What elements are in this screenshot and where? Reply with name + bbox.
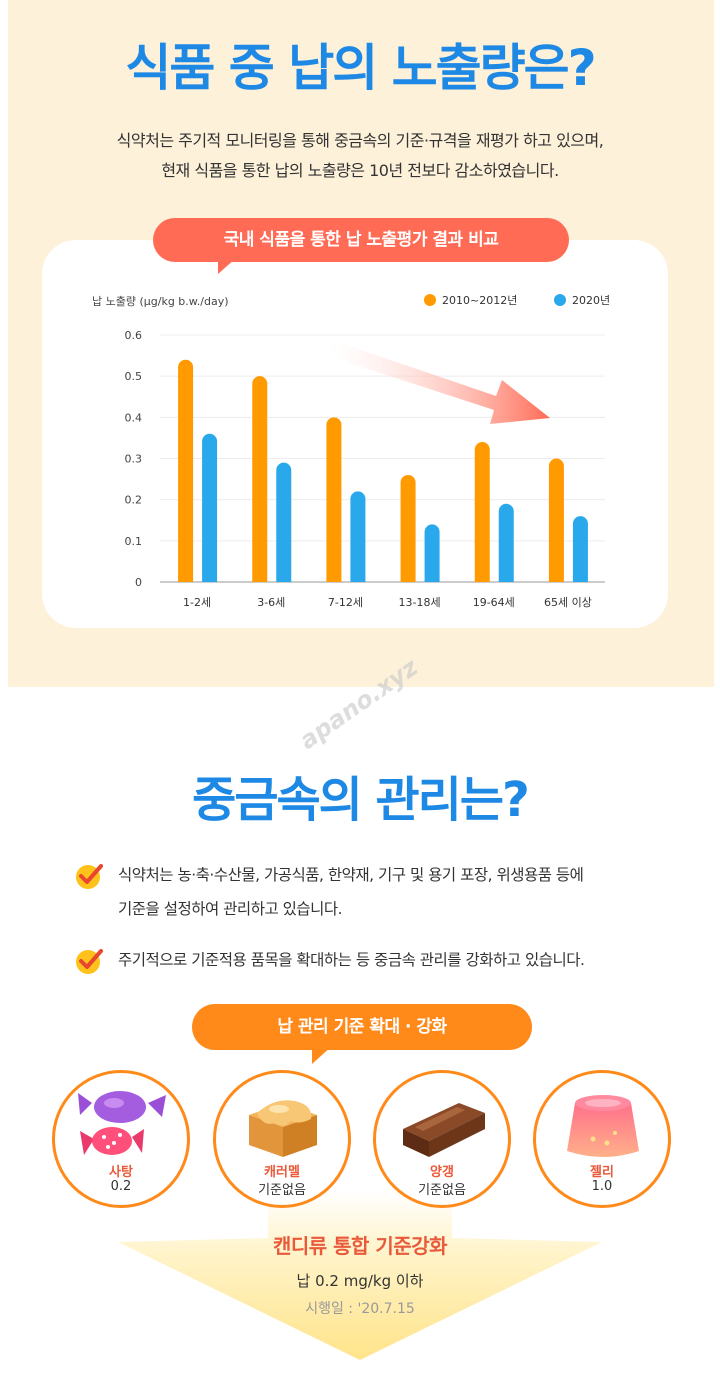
y-tick-label: 0.1 xyxy=(125,535,143,548)
check-icon xyxy=(76,949,103,974)
section2-title: 중금속의 관리는? xyxy=(192,772,530,828)
bar-2020 xyxy=(202,433,218,582)
bar-2010-2012 xyxy=(326,417,342,582)
bar-2010-2012 xyxy=(400,474,416,582)
bar-2010-2012 xyxy=(474,442,490,582)
item-value: 0.2 xyxy=(110,1179,132,1194)
bar-2020 xyxy=(424,524,440,582)
x-tick-label: 19-64세 xyxy=(473,596,515,609)
bullet-1-line-2: 기준을 설정하여 관리하고 있습니다. xyxy=(118,900,343,918)
item-value: 기준없음 xyxy=(418,1183,466,1198)
bullet-2-text: 주기적으로 기준적용 품목을 확대하는 등 중금속 관리를 강화하고 있습니다. xyxy=(118,951,585,969)
x-tick-label: 3-6세 xyxy=(257,596,285,609)
bar-2010-2012 xyxy=(252,376,268,582)
x-tick-label: 13-18세 xyxy=(399,596,441,609)
caramel-icon xyxy=(249,1100,317,1157)
section1-title: 식품 중 납의 노출량은? xyxy=(125,39,596,97)
y-tick-label: 0.5 xyxy=(125,370,143,383)
candy-item: 사탕 0.2 xyxy=(52,1070,190,1208)
candy-standard-date: 시행일 : '20.7.15 xyxy=(305,1301,415,1317)
item-value: 기준없음 xyxy=(258,1183,306,1198)
y-tick-label: 0.2 xyxy=(125,494,143,507)
y-tick-label: 0.6 xyxy=(125,329,143,342)
bullet-item-1: 식약처는 농·축·수산물, 가공식품, 한약재, 기구 및 용기 포장, 위생용… xyxy=(74,858,674,928)
bullet-1-line-1: 식약처는 농·축·수산물, 가공식품, 한약재, 기구 및 용기 포장, 위생용… xyxy=(118,866,584,884)
item-label: 양갱 xyxy=(430,1165,454,1180)
caramel-item: 캐러멜 기준없음 xyxy=(213,1070,351,1208)
y-tick-label: 0.4 xyxy=(125,411,143,424)
x-tick-label: 7-12세 xyxy=(328,596,363,609)
candy-standard-title: 캔디류 통합 기준강화 xyxy=(272,1234,448,1258)
x-tick-label: 65세 이상 xyxy=(544,596,592,609)
bar-2020 xyxy=(350,491,366,582)
legend-label: 2010~2012년 xyxy=(442,294,517,307)
item-label: 젤리 xyxy=(590,1165,614,1180)
bar-2020 xyxy=(498,503,514,582)
yanggaeng-item: 양갱 기준없음 xyxy=(373,1070,511,1208)
bar-2010-2012 xyxy=(548,458,564,582)
y-tick-label: 0 xyxy=(135,576,142,589)
chart-title-pill: 국내 식품을 통한 납 노출평가 결과 비교 xyxy=(153,218,569,262)
jelly-item: 젤리 1.0 xyxy=(533,1070,671,1208)
bar-2020 xyxy=(276,462,292,582)
legend-marker xyxy=(424,294,436,306)
bar-2010-2012 xyxy=(178,359,194,582)
bar-2020 xyxy=(572,516,588,582)
candy-icon xyxy=(78,1091,166,1155)
lead-standard-pill: 납 관리 기준 확대 · 강화 xyxy=(192,1004,532,1050)
x-tick-label: 1-2세 xyxy=(183,596,211,609)
legend-marker xyxy=(554,294,566,306)
candy-standard-value: 납 0.2 mg/kg 이하 xyxy=(296,1272,424,1290)
decrease-trend-arrow xyxy=(328,340,550,424)
item-label: 사탕 xyxy=(109,1165,133,1180)
legend-label: 2020년 xyxy=(572,294,610,307)
chart-pill-tail xyxy=(218,258,236,274)
bullet-item-2: 주기적으로 기준적용 품목을 확대하는 등 중금속 관리를 강화하고 있습니다. xyxy=(74,943,674,983)
lead-exposure-chart: 납 노출량 (μg/kg b.w./day) 0 0.1 0.2 0.3 0.4 0.5 0.… xyxy=(92,294,610,609)
section1-intro: 식약처는 주기적 모니터링을 통해 중금속의 기준·규격을 재평가 하고 있으며… xyxy=(0,126,720,186)
y-tick-label: 0.3 xyxy=(125,453,143,466)
item-label: 캐러멜 xyxy=(264,1165,300,1180)
y-axis-label: 납 노출량 (μg/kg b.w./day) xyxy=(92,295,229,308)
intro-line-2: 현재 식품을 통한 납의 노출량은 10년 전보다 감소하였습니다. xyxy=(161,161,559,180)
check-icon xyxy=(76,864,103,889)
yanggaeng-icon xyxy=(403,1103,485,1157)
intro-line-1: 식약처는 주기적 모니터링을 통해 중금속의 기준·규격을 재평가 하고 있으며… xyxy=(116,131,604,150)
lead-pill-tail xyxy=(312,1046,332,1064)
jelly-icon xyxy=(567,1095,639,1157)
item-value: 1.0 xyxy=(591,1179,613,1194)
